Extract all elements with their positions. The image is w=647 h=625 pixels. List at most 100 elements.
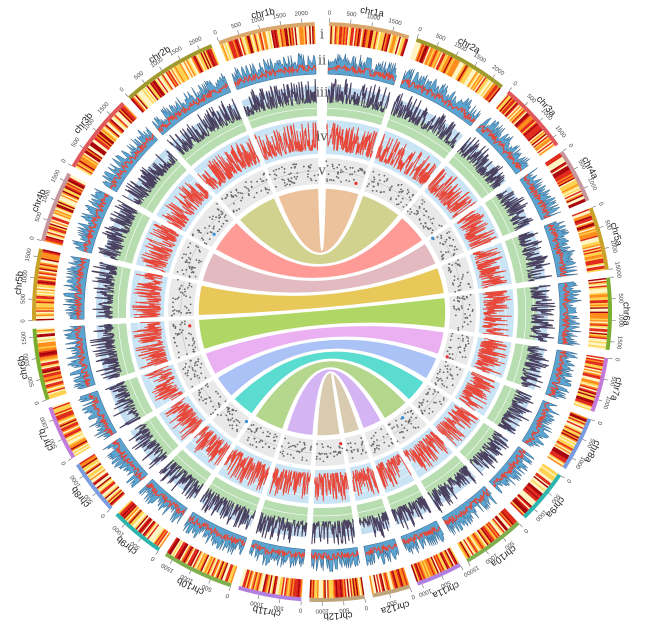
scatter-point: [347, 442, 350, 445]
track-v-scatter: [189, 200, 234, 248]
scatter-point: [183, 253, 185, 256]
tick-label: 1000: [40, 415, 51, 430]
heat-bin: [391, 570, 398, 589]
heat-bin: [208, 557, 217, 576]
heat-bin: [45, 381, 64, 388]
tick-mark: [548, 492, 552, 496]
heat-bin: [554, 169, 571, 180]
tick-mark: [389, 593, 391, 598]
scatter-point: [410, 409, 413, 412]
tick-label: 1000: [23, 352, 31, 367]
tick-label: 0: [61, 158, 68, 164]
scatter-point: [469, 286, 472, 289]
heat-bin: [262, 31, 268, 50]
heat-bin: [334, 26, 337, 45]
heat-bin: [56, 205, 74, 214]
heat-bin: [517, 115, 532, 130]
track-iii: [166, 98, 247, 167]
heat-bin: [44, 376, 63, 383]
heat-bin: [267, 575, 273, 594]
heat-bin: [39, 354, 58, 360]
scatter-point: [196, 364, 199, 367]
heat-bin: [574, 215, 592, 224]
scatter-point: [258, 441, 261, 443]
tick-label: 1000: [601, 395, 611, 410]
heat-bin: [392, 35, 399, 54]
heat-bin: [59, 196, 77, 206]
tick-label: 0: [363, 604, 368, 611]
scatter-point: [461, 339, 464, 342]
scatter-point: [195, 361, 198, 363]
heat-bin: [582, 245, 601, 252]
track-iii: [386, 483, 432, 530]
scatter-point: [422, 225, 425, 227]
heat-bin: [53, 403, 71, 411]
scatter-point: [452, 254, 455, 256]
band-green: [484, 192, 521, 237]
heat-bin: [47, 386, 66, 394]
heat-bin: [94, 137, 110, 151]
heat-bin: [109, 119, 124, 133]
heat-bin: [99, 479, 114, 493]
heat-bin: [65, 431, 83, 441]
heat-bin: [132, 512, 146, 527]
heat-bin: [39, 356, 58, 361]
heat-bin: [50, 220, 69, 228]
heat-bin: [537, 470, 553, 483]
heat-bin: [377, 573, 383, 592]
heat-bin: [589, 288, 608, 292]
scatter-point: [466, 271, 469, 274]
heat-bin: [44, 377, 63, 384]
scatter-point: [429, 227, 432, 230]
heat-bin: [335, 26, 339, 45]
heat-bin: [53, 213, 71, 221]
heat-bin: [229, 40, 237, 59]
heat-bin: [564, 425, 582, 435]
heat-bin: [68, 436, 86, 447]
scatter-point: [461, 307, 463, 309]
heat-bin: [578, 387, 597, 394]
scatter-point: [205, 243, 208, 245]
heat-bin: [585, 358, 604, 364]
track-ii-density: [488, 446, 535, 494]
tick-mark: [416, 34, 419, 39]
tick-mark: [92, 493, 96, 497]
heat-bin: [415, 562, 424, 580]
heat-bin: [78, 159, 95, 171]
heat-bin: [59, 418, 77, 428]
heat-bin: [36, 317, 55, 320]
heat-bin: [588, 280, 607, 285]
heat-bin: [36, 308, 55, 311]
ideogram-chr2a: [415, 38, 503, 89]
heat-bin: [416, 44, 425, 62]
heat-bin: [275, 29, 280, 48]
heat-bin: [589, 307, 608, 310]
scatter-point: [187, 256, 190, 259]
heat-bin: [427, 49, 437, 67]
scatter-point: [337, 171, 339, 174]
scatter-point: [461, 334, 464, 337]
heat-bin: [442, 550, 453, 568]
track-iii: [448, 137, 508, 199]
track-iv: [453, 205, 500, 251]
tick-mark: [197, 45, 200, 50]
density-line: [157, 82, 229, 133]
heat-bin: [532, 476, 548, 490]
track-ii-density: [249, 539, 306, 568]
heat-bin: [452, 62, 463, 79]
heat-bin: [576, 395, 594, 403]
heat-bin: [193, 55, 204, 73]
track-iii-line: [390, 93, 461, 149]
heat-bin: [587, 344, 606, 349]
heat-bin: [552, 165, 569, 177]
tick-mark: [37, 239, 42, 241]
scatter-point: [183, 320, 186, 323]
heat-bin: [497, 95, 511, 111]
heat-bin: [246, 35, 253, 54]
scatter-point: [219, 395, 222, 398]
scatter-point: [451, 282, 454, 285]
heat-bin: [266, 31, 272, 50]
scatter-point: [186, 311, 189, 314]
scatter-point: [449, 237, 451, 240]
heat-bin: [175, 542, 187, 559]
